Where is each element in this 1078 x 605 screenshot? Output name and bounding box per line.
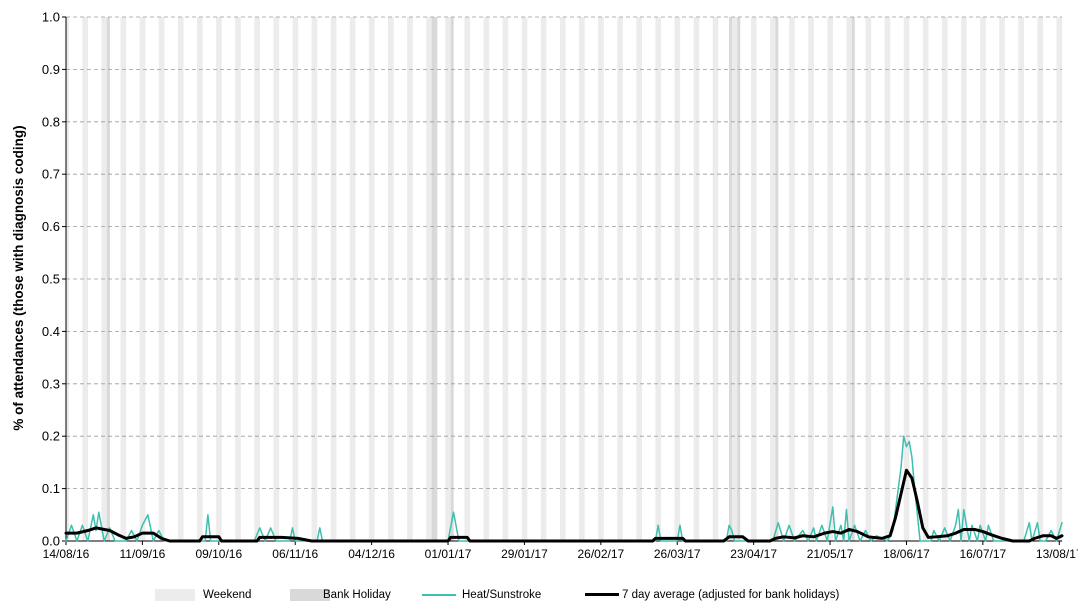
weekend-band (712, 17, 716, 541)
x-tick-label: 09/10/16 (195, 547, 242, 561)
x-tick-label: 11/09/16 (119, 547, 165, 561)
y-tick-label: 0.1 (42, 481, 60, 496)
weekend-band (944, 17, 948, 541)
legend-label-bank-holiday: Bank Holiday (323, 589, 391, 601)
weekend-band (273, 17, 277, 541)
bank-holiday-band (729, 17, 733, 541)
weekend-band (505, 17, 509, 541)
weekend-band (734, 17, 738, 541)
series-line-7day-average (64, 468, 1064, 543)
weekend-band (1021, 17, 1024, 541)
weekend-band (161, 17, 165, 541)
y-tick-label: 0.0 (42, 534, 60, 549)
tick-labels: 0.0 0.1 0.2 0.3 0.4 0.5 0.6 0.7 0.8 0.9 1.0 14/08/1… (42, 10, 1078, 562)
weekend-band (407, 17, 411, 541)
y-tick-label: 0.9 (42, 62, 60, 77)
weekend-band (314, 17, 318, 541)
weekend-band (600, 17, 604, 541)
weekend-band (980, 17, 984, 541)
weekend-band (846, 17, 850, 541)
x-tick-label: 26/02/17 (577, 547, 624, 561)
y-tick-label: 0.4 (42, 324, 60, 339)
gridlines (62, 16, 1062, 542)
weekend-band (559, 17, 563, 541)
legend: Weekend Bank Holiday Heat/Sunstroke 7 da… (0, 586, 1078, 604)
weekend-band (658, 17, 662, 541)
weekend-band (524, 17, 528, 541)
y-tick-label: 0.5 (42, 272, 60, 287)
legend-label-7day-average: 7 day average (adjusted for bank holiday… (622, 589, 840, 601)
weekend-band (180, 17, 184, 541)
x-tick-label: 13/08/17 (1036, 547, 1078, 561)
weekend-band (502, 17, 506, 541)
weekend-band (581, 17, 585, 541)
x-tick-label: 14/08/16 (43, 547, 90, 561)
y-axis-label: % of attendances (those with diagnosis c… (11, 125, 26, 430)
weekend-band (104, 17, 108, 541)
weekend-band (693, 17, 697, 541)
bank-holiday-swatch (290, 589, 330, 601)
weekend-band (715, 17, 719, 541)
x-tick-label: 16/07/17 (960, 547, 1007, 561)
weekend-band (636, 17, 640, 541)
weekend-band (85, 17, 89, 541)
x-tick-label: 23/04/17 (730, 547, 777, 561)
weekend-band (216, 17, 220, 541)
weekend-band (1001, 17, 1005, 541)
weekend-band (390, 17, 394, 541)
legend-label-weekend: Weekend (203, 589, 252, 601)
x-tick-label: 29/01/17 (501, 547, 548, 561)
y-tick-label: 0.8 (42, 114, 60, 129)
weekend-band (139, 17, 143, 541)
heat-sunstroke-swatch (422, 594, 456, 596)
weekend-band (426, 17, 430, 541)
weekend-band (1056, 17, 1060, 541)
7day-average-swatch (585, 593, 619, 596)
weekend-band (196, 17, 200, 541)
weekend-band (349, 17, 353, 541)
weekend-band (483, 17, 487, 541)
y-tick-label: 0.2 (42, 429, 60, 444)
y-tick-label: 0.3 (42, 376, 60, 391)
legend-label-heat-sunstroke: Heat/Sunstroke (462, 589, 542, 601)
weekend-band (448, 17, 451, 541)
weekend-band (810, 17, 814, 541)
x-tick-label: 01/01/17 (425, 547, 472, 561)
weekend-band (868, 17, 872, 541)
x-tick-label: 06/11/16 (272, 547, 318, 561)
weekend-band (237, 17, 241, 541)
weekend-band (295, 17, 299, 541)
weekend-band (1037, 17, 1041, 541)
series-lines (64, 435, 1064, 543)
x-tick-label: 21/05/17 (807, 547, 854, 561)
weekend-band (371, 17, 375, 541)
x-tick-label: 04/12/16 (348, 547, 395, 561)
x-tick-label: 26/03/17 (654, 547, 701, 561)
weekend-band (770, 17, 773, 541)
weekend-band (903, 17, 907, 541)
weekend-band (791, 17, 795, 541)
y-tick-label: 0.7 (42, 167, 60, 182)
y-tick-label: 0.6 (42, 219, 60, 234)
weekend-band (617, 17, 621, 541)
weekend-band (827, 17, 831, 541)
bank-holiday-band (434, 17, 438, 541)
weekend-swatch (155, 589, 195, 601)
x-tick-label: 18/06/17 (883, 547, 930, 561)
y-tick-label: 1.0 (42, 10, 60, 25)
weekend-band (922, 17, 926, 541)
